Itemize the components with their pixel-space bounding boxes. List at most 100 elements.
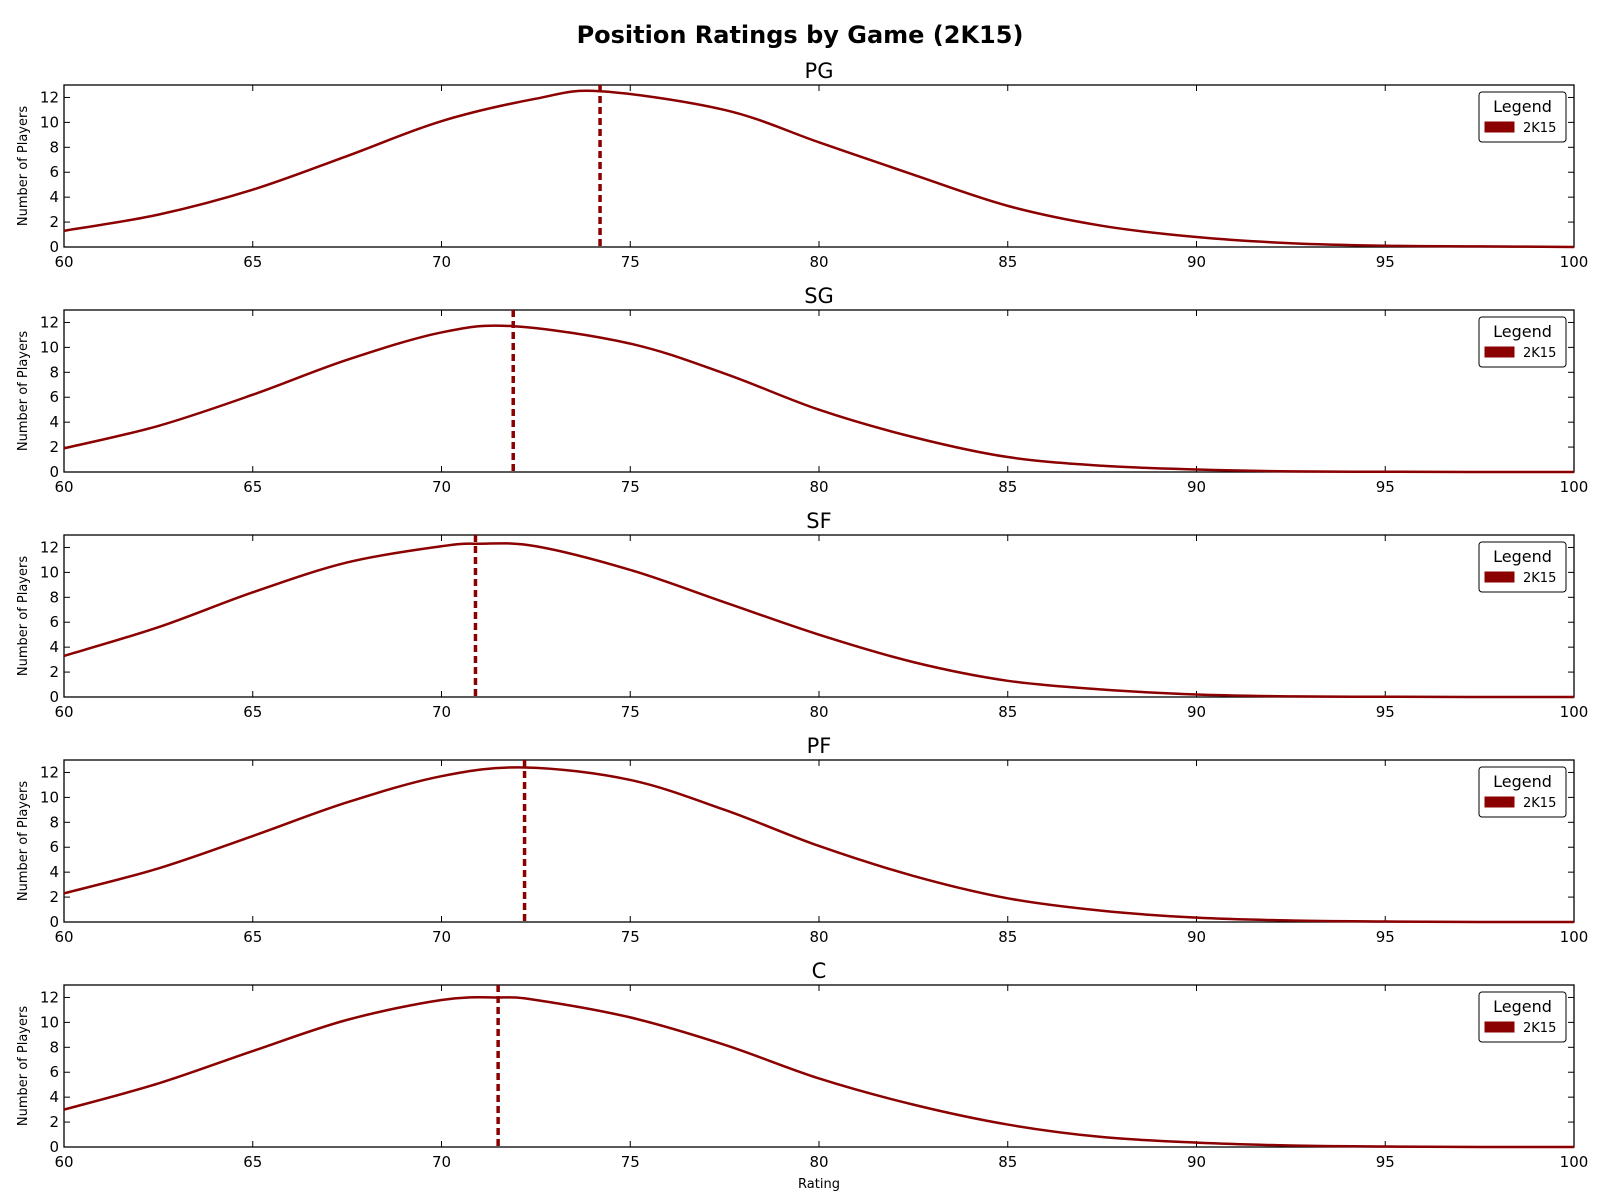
x-tick-label: 65 [243,478,262,496]
x-tick-label: 100 [1560,703,1589,721]
legend: Legend 2K15 [1478,91,1567,143]
series-line [63,996,1575,1149]
x-tick-label: 100 [1560,1153,1589,1171]
legend-swatch [1484,796,1515,808]
legend-swatch [1484,346,1515,358]
axes-frame [63,984,1575,1148]
x-tick-label: 70 [432,1153,451,1171]
y-tick-label: 12 [40,313,59,331]
x-tick-label: 85 [998,1153,1017,1171]
figure-title: Position Ratings by Game (2K15) [576,21,1024,49]
x-tick-label: 100 [1560,253,1589,271]
x-tick-label: 70 [432,478,451,496]
y-tick-label: 10 [40,1013,59,1031]
x-tick-label: 95 [1376,703,1395,721]
y-tick-label: 6 [49,1063,59,1081]
subplot-title: PG [805,59,834,83]
subplot-sg: SG Number of Players 60 65 70 75 80 85 90 95 100 0 2… [16,284,1588,496]
x-tick-label: 80 [809,703,828,721]
y-axis-label: Number of Players [16,106,31,226]
axes-frame [63,84,1575,248]
x-tick-label: 85 [998,928,1017,946]
y-tick-label: 12 [40,538,59,556]
y-tick-label: 10 [40,113,59,131]
legend-title: Legend [1493,322,1552,341]
y-axis-label: Number of Players [16,1006,31,1126]
x-tick-label: 100 [1560,478,1589,496]
y-tick-label: 10 [40,788,59,806]
subplot-c: C Number of Players 60 65 70 75 80 85 90 95 100 0 2 4… [16,959,1588,1171]
legend-swatch [1484,121,1515,133]
y-tick-label: 8 [49,363,59,381]
legend-title: Legend [1493,547,1552,566]
x-tick-label: 90 [1187,928,1206,946]
y-tick-label: 2 [49,438,59,456]
x-tick-label: 90 [1187,703,1206,721]
x-tick-label: 80 [809,253,828,271]
y-tick-label: 4 [49,1088,59,1106]
x-tick-label: 60 [54,703,73,721]
y-tick-label: 2 [49,213,59,231]
x-tick-label: 95 [1376,478,1395,496]
y-tick-label: 10 [40,563,59,581]
axes-frame [63,309,1575,473]
y-tick-label: 2 [49,888,59,906]
y-tick-label: 0 [49,688,59,706]
y-tick-label: 0 [49,238,59,256]
series-line [63,766,1575,924]
y-tick-label: 8 [49,588,59,606]
legend: Legend 2K15 [1478,316,1567,368]
legend-swatch [1484,1021,1515,1033]
legend: Legend 2K15 [1478,991,1567,1043]
y-tick-label: 8 [49,813,59,831]
y-tick-label: 4 [49,188,59,206]
y-tick-label: 6 [49,613,59,631]
x-axis-label: Rating [798,1177,840,1192]
y-tick-label: 0 [49,1138,59,1156]
x-tick-label: 95 [1376,928,1395,946]
legend-swatch [1484,571,1515,583]
x-tick-label: 70 [432,703,451,721]
subplot-title: PF [807,734,832,758]
legend-entry-label: 2K15 [1523,121,1556,136]
x-tick-label: 80 [809,478,828,496]
legend-title: Legend [1493,772,1552,791]
y-tick-label: 12 [40,88,59,106]
y-tick-label: 0 [49,463,59,481]
legend-entry-label: 2K15 [1523,571,1556,586]
series-line [63,542,1575,699]
x-tick-label: 60 [54,928,73,946]
y-axis-label: Number of Players [16,556,31,676]
subplot-pf: PF Number of Players 60 65 70 75 80 85 90 95 100 0 2… [16,734,1588,946]
x-tick-label: 75 [621,478,640,496]
x-tick-label: 75 [621,703,640,721]
axes-frame [63,759,1575,923]
series-line [63,324,1575,474]
legend-entry-label: 2K15 [1523,1021,1556,1036]
x-tick-label: 65 [243,1153,262,1171]
x-tick-label: 60 [54,478,73,496]
x-tick-label: 85 [998,253,1017,271]
legend-entry-label: 2K15 [1523,796,1556,811]
y-tick-label: 12 [40,988,59,1006]
y-tick-label: 2 [49,663,59,681]
subplot-pg: PG Number of Players 60 65 70 75 80 85 90 95 100 0 2… [16,59,1588,271]
x-tick-label: 80 [809,1153,828,1171]
legend: Legend 2K15 [1478,541,1567,593]
y-tick-label: 4 [49,638,59,656]
y-tick-label: 6 [49,838,59,856]
x-tick-label: 85 [998,703,1017,721]
x-tick-label: 75 [621,928,640,946]
y-axis-label: Number of Players [16,781,31,901]
legend-title: Legend [1493,97,1552,116]
x-tick-label: 65 [243,928,262,946]
y-axis-label: Number of Players [16,331,31,451]
y-tick-label: 6 [49,163,59,181]
x-tick-label: 90 [1187,1153,1206,1171]
x-tick-label: 70 [432,253,451,271]
legend: Legend 2K15 [1478,766,1567,818]
x-tick-label: 60 [54,253,73,271]
y-tick-label: 8 [49,138,59,156]
x-tick-label: 65 [243,253,262,271]
